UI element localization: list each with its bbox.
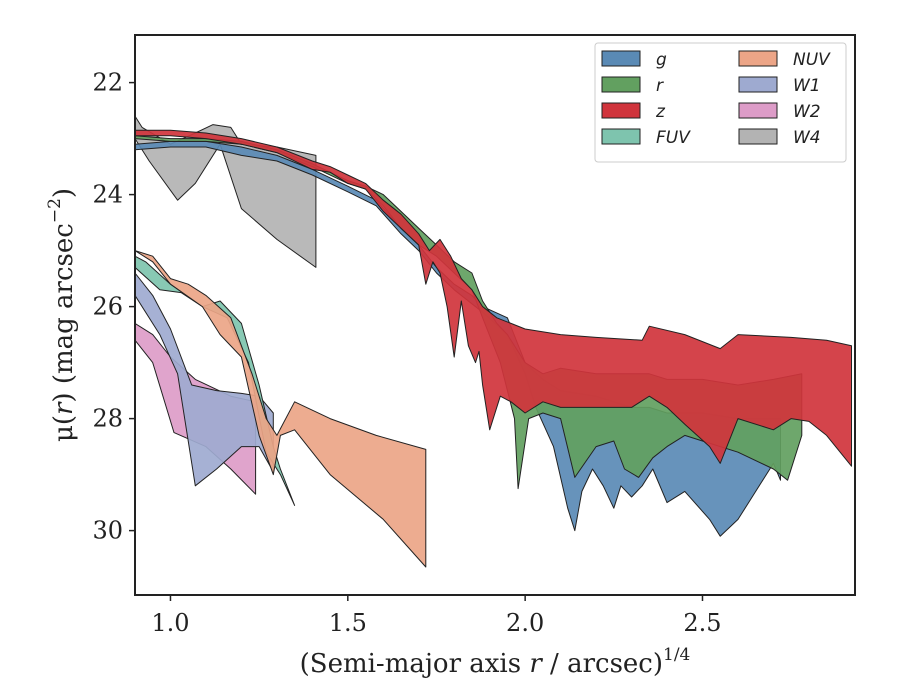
legend-label-fuv: FUV (656, 128, 691, 148)
x-tick-label: 2.5 (683, 609, 721, 637)
legend-swatch-z (601, 102, 641, 119)
x-axis-label: (Semi-major axis r / arcsec)1/4 (300, 645, 691, 679)
legend: grz FUV NUV W1 W2 W4 (594, 42, 847, 163)
legend-swatch-g (601, 50, 641, 67)
y-axis-label-var: r (49, 401, 79, 415)
legend-swatch-w4 (738, 128, 778, 145)
y-tick-label: 24 (92, 181, 123, 209)
legend-swatch-fuv (601, 128, 641, 145)
y-axis-label-close: ) (49, 188, 79, 198)
legend-label-r: r (656, 76, 664, 96)
legend-swatch-w2 (738, 102, 778, 119)
legend-items: grz FUV NUV W1 W2 W4 (601, 50, 831, 148)
y-tick-label: 30 (92, 517, 123, 545)
legend-label-nuv: NUV (793, 50, 831, 70)
series-band-nuv (135, 250, 427, 568)
y-axis-label: μ(r) (mag arcsec−2) (45, 188, 79, 442)
x-axis-label-main: (Semi-major axis (300, 649, 530, 679)
legend-label-g: g (656, 50, 667, 70)
y-tick-label: 22 (92, 69, 123, 97)
legend-box (594, 42, 847, 163)
y-axis-label-rest: ) (mag arcsec (49, 223, 79, 402)
y-axis-label-exponent: −2 (45, 198, 65, 223)
y-tick-label: 28 (92, 405, 123, 433)
legend-label-w1: W1 (793, 76, 821, 96)
x-tick-label: 1.0 (151, 609, 189, 637)
legend-swatch-w1 (738, 76, 778, 93)
x-tick-label: 2.0 (506, 609, 544, 637)
y-axis: 22 24 26 28 30 (92, 69, 135, 545)
legend-swatch-nuv (738, 50, 778, 67)
legend-swatch-r (601, 76, 641, 93)
x-axis: 1.0 1.5 2.0 2.5 (151, 595, 722, 637)
x-axis-label-rest: / arcsec) (542, 649, 663, 679)
y-axis-label-main: μ( (49, 415, 79, 442)
series-layer (135, 115, 852, 568)
y-tick-label: 26 (92, 293, 123, 321)
x-axis-label-var: r (529, 649, 543, 679)
legend-label-z: z (655, 102, 666, 122)
series-band-z (135, 129, 852, 467)
legend-label-w4: W4 (793, 128, 821, 148)
x-tick-label: 1.5 (329, 609, 367, 637)
legend-label-w2: W2 (793, 102, 821, 122)
x-axis-label-exponent: 1/4 (663, 645, 690, 665)
plot-area-frame (134, 34, 856, 596)
